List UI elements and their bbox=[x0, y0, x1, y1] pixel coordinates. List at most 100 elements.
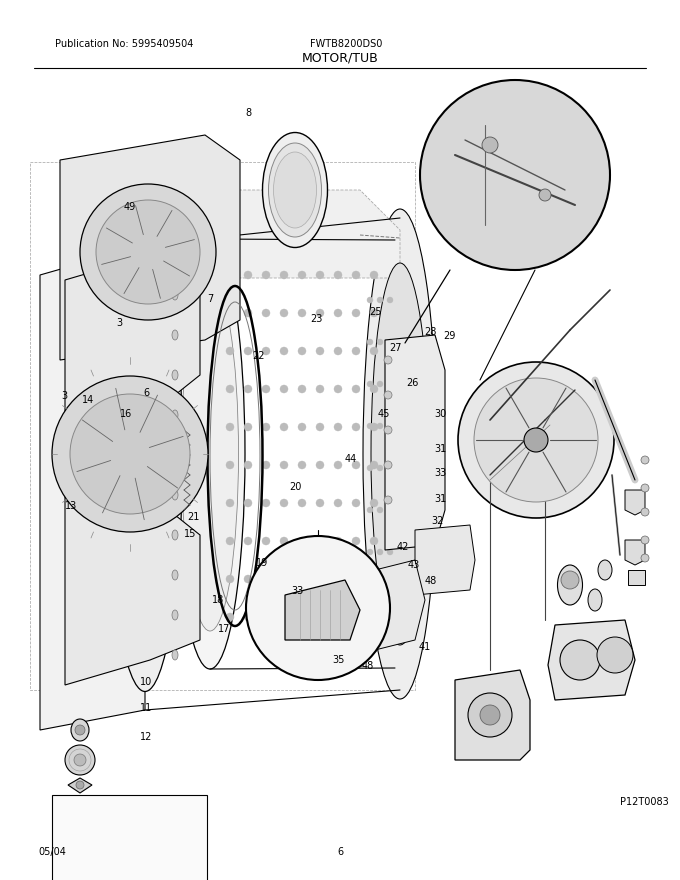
Circle shape bbox=[244, 461, 252, 469]
Circle shape bbox=[377, 339, 383, 345]
Circle shape bbox=[524, 428, 548, 452]
Circle shape bbox=[298, 423, 306, 431]
Circle shape bbox=[298, 347, 306, 355]
Circle shape bbox=[298, 575, 306, 583]
Circle shape bbox=[352, 271, 360, 279]
Circle shape bbox=[367, 339, 373, 345]
Circle shape bbox=[298, 309, 306, 317]
Circle shape bbox=[226, 423, 234, 431]
Circle shape bbox=[377, 507, 383, 513]
Circle shape bbox=[316, 309, 324, 317]
Circle shape bbox=[370, 575, 378, 583]
Circle shape bbox=[384, 496, 392, 504]
Circle shape bbox=[280, 613, 288, 621]
Circle shape bbox=[96, 200, 200, 304]
Circle shape bbox=[52, 376, 208, 532]
Text: 13: 13 bbox=[65, 501, 78, 511]
Circle shape bbox=[246, 536, 390, 680]
Text: 3: 3 bbox=[61, 391, 68, 401]
Circle shape bbox=[244, 347, 252, 355]
Text: 15: 15 bbox=[184, 529, 197, 539]
Circle shape bbox=[377, 423, 383, 429]
Circle shape bbox=[367, 381, 373, 387]
Circle shape bbox=[75, 725, 85, 735]
Circle shape bbox=[226, 385, 234, 393]
Circle shape bbox=[262, 499, 270, 507]
Circle shape bbox=[387, 423, 393, 429]
Circle shape bbox=[244, 499, 252, 507]
Polygon shape bbox=[40, 245, 145, 730]
Circle shape bbox=[280, 271, 288, 279]
Circle shape bbox=[334, 347, 342, 355]
Text: 32: 32 bbox=[431, 516, 443, 526]
Text: Publication No: 5995409504: Publication No: 5995409504 bbox=[55, 39, 193, 49]
Circle shape bbox=[262, 309, 270, 317]
Circle shape bbox=[316, 537, 324, 545]
Circle shape bbox=[539, 189, 551, 201]
Polygon shape bbox=[68, 778, 92, 793]
Text: 17: 17 bbox=[218, 624, 231, 634]
Ellipse shape bbox=[363, 209, 437, 699]
Polygon shape bbox=[60, 135, 240, 360]
Text: P12T0083: P12T0083 bbox=[620, 797, 668, 807]
Circle shape bbox=[334, 309, 342, 317]
Circle shape bbox=[298, 271, 306, 279]
Text: 28: 28 bbox=[424, 326, 437, 337]
Circle shape bbox=[561, 571, 579, 589]
Circle shape bbox=[226, 271, 234, 279]
Circle shape bbox=[298, 461, 306, 469]
Circle shape bbox=[244, 423, 252, 431]
Ellipse shape bbox=[371, 263, 429, 645]
Ellipse shape bbox=[182, 277, 239, 631]
Circle shape bbox=[280, 499, 288, 507]
Circle shape bbox=[65, 745, 95, 775]
Text: 48: 48 bbox=[424, 576, 437, 586]
Text: 33: 33 bbox=[292, 586, 304, 597]
Circle shape bbox=[70, 394, 190, 514]
Circle shape bbox=[384, 391, 392, 399]
Circle shape bbox=[367, 507, 373, 513]
Circle shape bbox=[641, 456, 649, 464]
Polygon shape bbox=[625, 540, 645, 565]
Text: 31: 31 bbox=[435, 494, 447, 504]
Circle shape bbox=[334, 613, 342, 621]
Circle shape bbox=[367, 423, 373, 429]
Polygon shape bbox=[65, 255, 200, 685]
Text: 05/04: 05/04 bbox=[38, 847, 66, 857]
Circle shape bbox=[384, 356, 392, 364]
Circle shape bbox=[262, 461, 270, 469]
Circle shape bbox=[377, 465, 383, 471]
Ellipse shape bbox=[172, 490, 178, 500]
Circle shape bbox=[244, 613, 252, 621]
Text: 31: 31 bbox=[435, 444, 447, 454]
Circle shape bbox=[262, 385, 270, 393]
Circle shape bbox=[226, 537, 234, 545]
Polygon shape bbox=[385, 335, 445, 550]
Circle shape bbox=[387, 339, 393, 345]
Polygon shape bbox=[628, 570, 645, 585]
Text: 18: 18 bbox=[211, 595, 224, 605]
Text: 49: 49 bbox=[123, 202, 135, 212]
Circle shape bbox=[316, 613, 324, 621]
Ellipse shape bbox=[172, 650, 178, 660]
Ellipse shape bbox=[115, 265, 175, 643]
Circle shape bbox=[316, 461, 324, 469]
Text: 10: 10 bbox=[140, 677, 152, 687]
Circle shape bbox=[377, 297, 383, 303]
Circle shape bbox=[316, 575, 324, 583]
Circle shape bbox=[334, 461, 342, 469]
Text: 42: 42 bbox=[397, 542, 409, 553]
Text: 35: 35 bbox=[333, 655, 345, 665]
Circle shape bbox=[482, 137, 498, 153]
Circle shape bbox=[226, 347, 234, 355]
Text: 16: 16 bbox=[120, 408, 132, 419]
Circle shape bbox=[480, 705, 500, 725]
Circle shape bbox=[298, 613, 306, 621]
Circle shape bbox=[280, 309, 288, 317]
Circle shape bbox=[280, 461, 288, 469]
Circle shape bbox=[370, 461, 378, 469]
Circle shape bbox=[377, 591, 383, 597]
Text: 30: 30 bbox=[435, 408, 447, 419]
Circle shape bbox=[560, 640, 600, 680]
Circle shape bbox=[370, 613, 378, 621]
